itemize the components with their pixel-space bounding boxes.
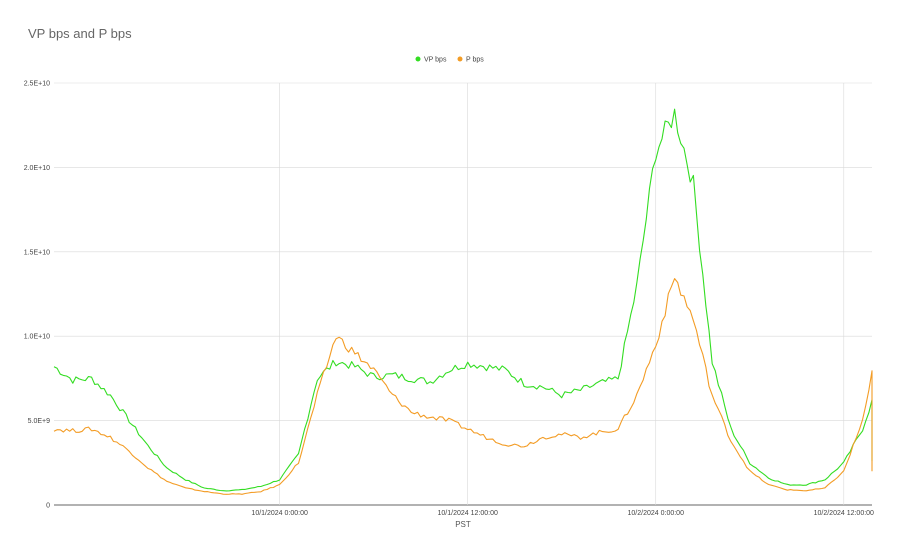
legend-swatch bbox=[457, 56, 463, 62]
grid bbox=[54, 82, 872, 506]
y-tick-label: 1.5E+10 bbox=[24, 249, 50, 256]
legend: VP bps P bps bbox=[415, 56, 484, 64]
y-axis: 0 5.0E+9 1.0E+10 1.5E+10 2.0E+10 2.5E+10 bbox=[24, 81, 50, 510]
x-tick-label: 10/2/2024 12:00:00 bbox=[814, 510, 874, 517]
series-line-p-bps bbox=[53, 278, 873, 495]
x-tick-label: 10/1/2024 12:00:00 bbox=[438, 510, 498, 517]
series-lines bbox=[53, 108, 873, 495]
x-tick-label: 10/1/2024 0:00:00 bbox=[251, 510, 308, 517]
legend-label: P bps bbox=[466, 57, 484, 64]
y-tick-label: 1.0E+10 bbox=[24, 334, 50, 341]
x-axis: 10/1/2024 0:00:00 10/1/2024 12:00:00 10/2/… bbox=[251, 510, 874, 517]
chart-title: VP bps and P bps bbox=[28, 26, 132, 41]
x-tick-label: 10/2/2024 0:00:00 bbox=[628, 510, 685, 517]
x-axis-label: PST bbox=[455, 520, 471, 529]
y-tick-label: 2.0E+10 bbox=[24, 165, 50, 172]
legend-label: VP bps bbox=[424, 57, 447, 64]
y-tick-label: 0 bbox=[46, 503, 50, 510]
legend-swatch bbox=[415, 56, 421, 62]
y-tick-label: 2.5E+10 bbox=[24, 81, 50, 88]
series-line-vp-bps bbox=[53, 108, 873, 492]
y-tick-label: 5.0E+9 bbox=[28, 418, 50, 425]
